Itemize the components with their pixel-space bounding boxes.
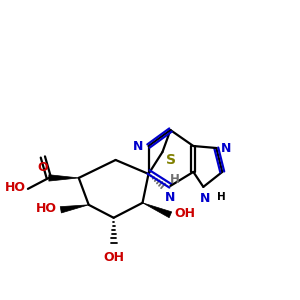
Text: H: H <box>217 192 226 202</box>
Polygon shape <box>142 203 172 218</box>
Text: N: N <box>165 191 176 204</box>
Text: OH: OH <box>174 207 195 220</box>
Polygon shape <box>49 175 79 181</box>
Text: S: S <box>167 153 176 167</box>
Text: H: H <box>169 173 179 186</box>
Text: O: O <box>38 161 48 174</box>
Text: N: N <box>133 140 143 152</box>
Polygon shape <box>60 205 89 213</box>
Text: OH: OH <box>103 251 124 264</box>
Text: HO: HO <box>5 182 26 194</box>
Text: HO: HO <box>36 202 57 215</box>
Text: N: N <box>200 192 211 205</box>
Text: N: N <box>221 142 232 154</box>
